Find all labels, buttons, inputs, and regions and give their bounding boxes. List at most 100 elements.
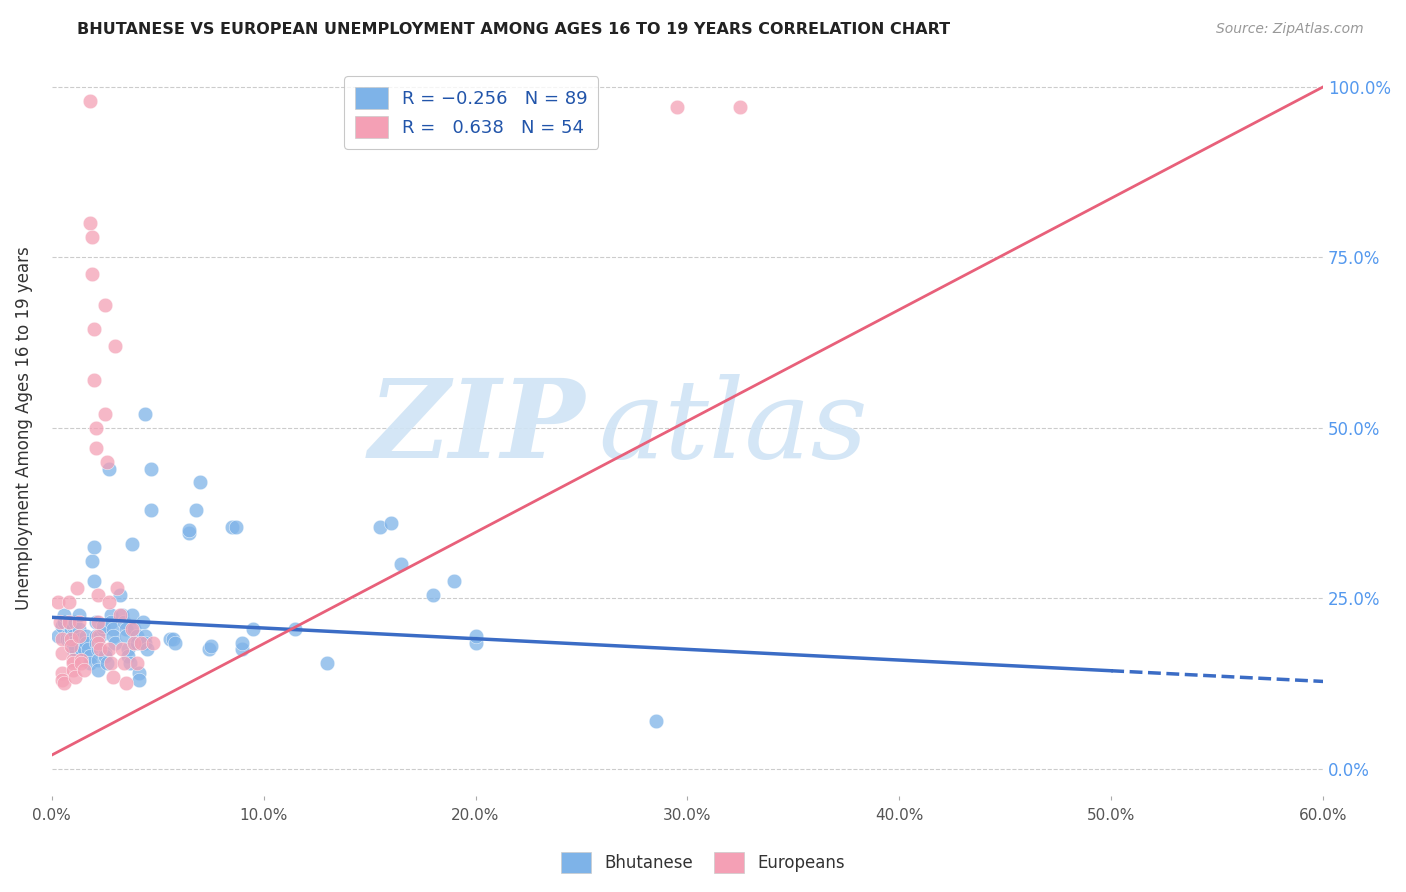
Point bbox=[129, 635, 152, 649]
Point bbox=[58, 615, 80, 629]
Point bbox=[59, 622, 82, 636]
Point bbox=[80, 554, 103, 568]
Point bbox=[79, 649, 101, 664]
Point bbox=[136, 642, 159, 657]
Point bbox=[87, 663, 110, 677]
Point bbox=[200, 639, 222, 653]
Point bbox=[368, 519, 391, 533]
Point bbox=[93, 649, 115, 664]
Point bbox=[70, 642, 93, 657]
Point bbox=[93, 646, 115, 660]
Point bbox=[51, 618, 73, 632]
Point bbox=[443, 574, 465, 589]
Point bbox=[83, 540, 105, 554]
Point bbox=[117, 642, 139, 657]
Point bbox=[62, 635, 84, 649]
Point bbox=[58, 632, 80, 647]
Point bbox=[93, 298, 115, 312]
Point bbox=[87, 588, 110, 602]
Point bbox=[121, 537, 143, 551]
Point bbox=[644, 714, 666, 728]
Point bbox=[120, 656, 142, 670]
Point bbox=[46, 629, 69, 643]
Point bbox=[59, 639, 82, 653]
Point bbox=[179, 523, 201, 537]
Point bbox=[49, 615, 72, 629]
Point bbox=[80, 230, 103, 244]
Point bbox=[142, 635, 165, 649]
Point bbox=[104, 635, 127, 649]
Point bbox=[62, 656, 84, 670]
Point bbox=[231, 635, 253, 649]
Point bbox=[111, 608, 134, 623]
Point bbox=[115, 676, 138, 690]
Point bbox=[134, 629, 156, 643]
Point bbox=[59, 632, 82, 647]
Point bbox=[197, 642, 219, 657]
Point bbox=[76, 642, 98, 657]
Point bbox=[87, 615, 110, 629]
Point bbox=[87, 642, 110, 657]
Point bbox=[464, 635, 486, 649]
Point bbox=[51, 673, 73, 687]
Point bbox=[59, 629, 82, 643]
Point bbox=[179, 526, 201, 541]
Point bbox=[231, 642, 253, 657]
Point bbox=[128, 666, 150, 681]
Point bbox=[163, 635, 186, 649]
Point bbox=[103, 622, 125, 636]
Point bbox=[83, 322, 105, 336]
Point bbox=[96, 656, 118, 670]
Point bbox=[184, 502, 207, 516]
Point bbox=[70, 652, 93, 666]
Point bbox=[67, 615, 90, 629]
Point bbox=[124, 635, 146, 649]
Point bbox=[128, 673, 150, 687]
Point bbox=[72, 663, 94, 677]
Point bbox=[67, 622, 90, 636]
Point bbox=[79, 656, 101, 670]
Legend: R = −0.256   N = 89, R =   0.638   N = 54: R = −0.256 N = 89, R = 0.638 N = 54 bbox=[344, 76, 599, 149]
Point bbox=[115, 622, 138, 636]
Point bbox=[62, 642, 84, 657]
Point bbox=[141, 502, 163, 516]
Point bbox=[121, 608, 143, 623]
Text: Source: ZipAtlas.com: Source: ZipAtlas.com bbox=[1216, 22, 1364, 37]
Point bbox=[89, 629, 111, 643]
Point bbox=[107, 581, 129, 595]
Point bbox=[665, 100, 688, 114]
Point bbox=[62, 663, 84, 677]
Point bbox=[75, 635, 97, 649]
Point bbox=[112, 656, 135, 670]
Point bbox=[70, 632, 93, 647]
Point bbox=[84, 615, 107, 629]
Point bbox=[51, 666, 73, 681]
Point bbox=[91, 618, 114, 632]
Point bbox=[58, 595, 80, 609]
Point bbox=[117, 649, 139, 664]
Point bbox=[62, 618, 84, 632]
Point bbox=[63, 642, 86, 657]
Point bbox=[72, 642, 94, 657]
Point bbox=[87, 635, 110, 649]
Point bbox=[51, 632, 73, 647]
Point bbox=[55, 629, 77, 643]
Point bbox=[53, 608, 76, 623]
Point bbox=[87, 629, 110, 643]
Point bbox=[67, 608, 90, 623]
Point bbox=[242, 622, 264, 636]
Point bbox=[83, 574, 105, 589]
Point bbox=[134, 407, 156, 421]
Point bbox=[159, 632, 181, 647]
Point bbox=[63, 615, 86, 629]
Point bbox=[100, 656, 122, 670]
Point bbox=[730, 100, 752, 114]
Point bbox=[108, 608, 131, 623]
Point bbox=[97, 642, 120, 657]
Point bbox=[97, 461, 120, 475]
Legend: Bhutanese, Europeans: Bhutanese, Europeans bbox=[555, 846, 851, 880]
Point bbox=[125, 656, 148, 670]
Point bbox=[84, 629, 107, 643]
Point bbox=[46, 595, 69, 609]
Point bbox=[121, 622, 143, 636]
